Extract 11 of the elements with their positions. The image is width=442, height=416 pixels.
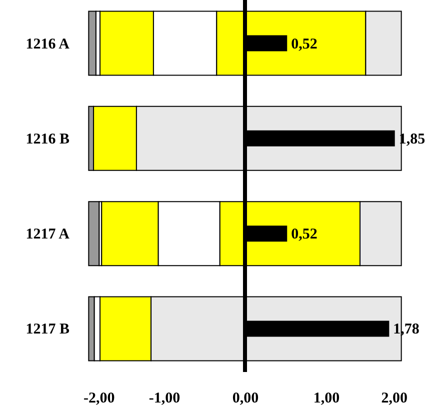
- x-tick-label: -2,00: [84, 390, 115, 406]
- x-tick-label: 2,00: [381, 390, 408, 406]
- x-tick-label: 1,00: [313, 390, 340, 406]
- x-tick-label: 0,00: [232, 390, 259, 406]
- y-tick-label: 1217 A: [26, 226, 70, 243]
- x-tick-label: -1,00: [148, 390, 180, 406]
- y-tick-label: 1216 B: [26, 131, 70, 148]
- y-tick-label: 1217 B: [26, 322, 70, 338]
- data-label: 0,52: [291, 36, 318, 52]
- data-label: 0,52: [291, 226, 318, 243]
- y-tick-label: 1216 A: [26, 36, 70, 52]
